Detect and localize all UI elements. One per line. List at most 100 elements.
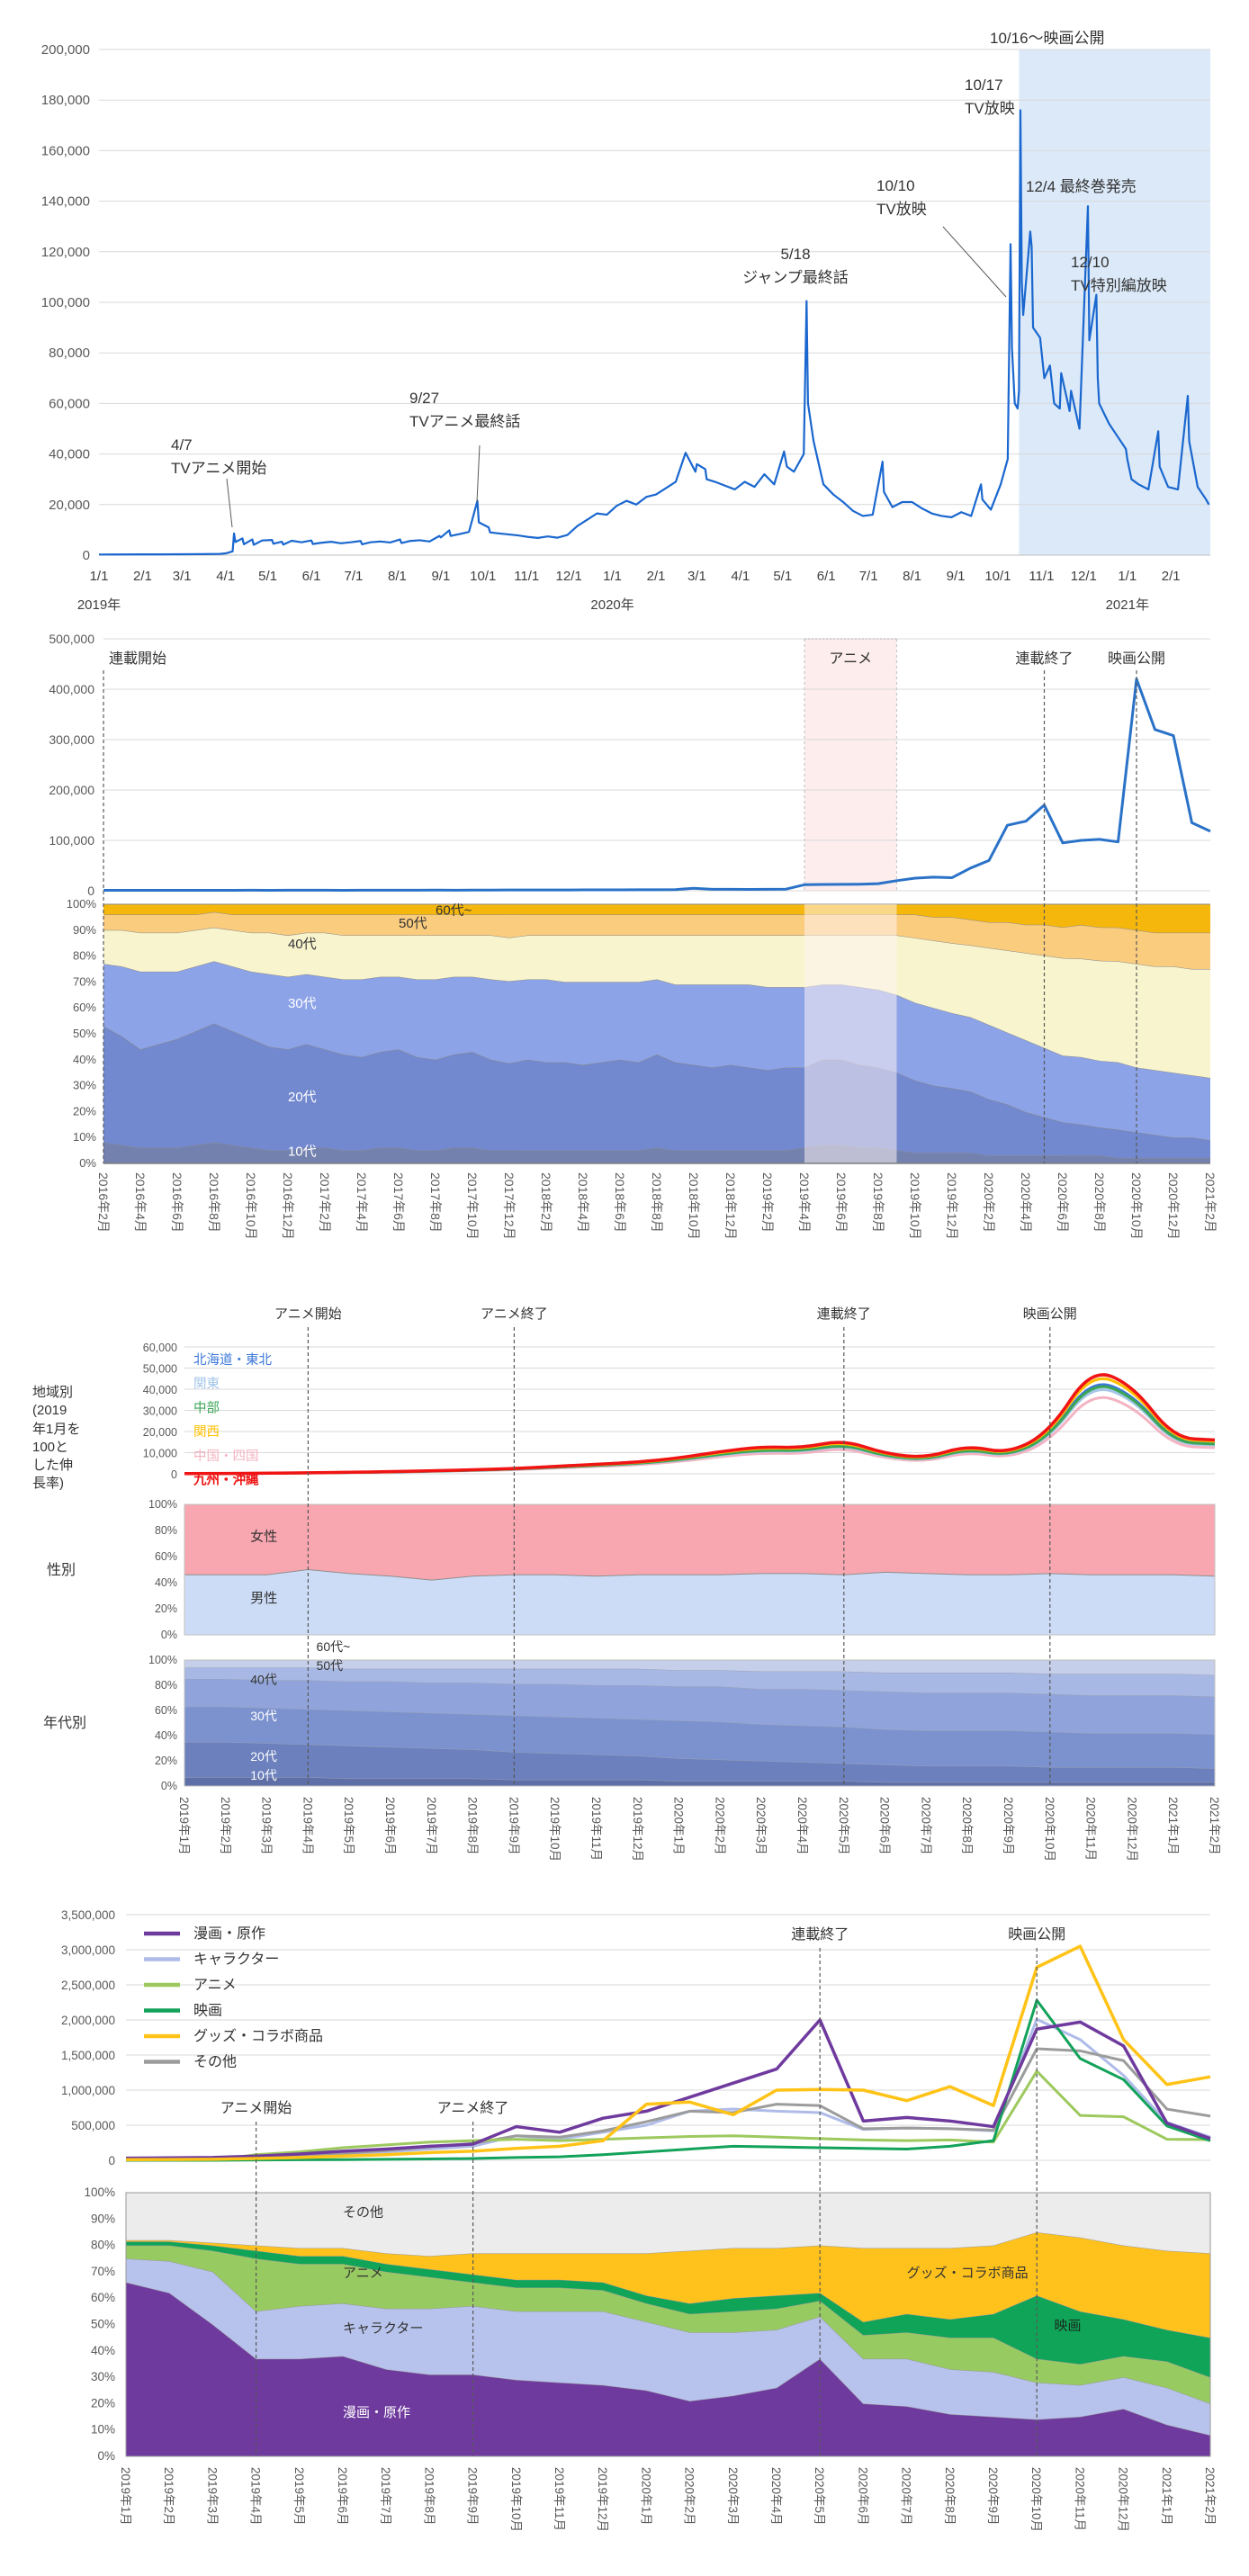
y-axis-label: 60,000 [49, 396, 90, 411]
area-band-20代 [184, 1742, 1215, 1782]
y-axis-label: 160,000 [41, 143, 90, 158]
x-axis-label: 2020年6月 [878, 1797, 892, 1855]
y-axis-label: 100% [67, 897, 97, 911]
y-axis-label: 10% [91, 2423, 115, 2437]
area-band-60代~ [103, 904, 1210, 933]
band-inner-label: 30代 [250, 1709, 277, 1723]
y-axis-label: 50,000 [143, 1363, 177, 1376]
y-axis-label: 100,000 [49, 833, 94, 848]
x-axis-label: 9/1 [431, 569, 450, 584]
area-band-10代 [184, 1777, 1215, 1786]
y-axis-label: 40,000 [143, 1384, 177, 1396]
x-axis-label: 2020年9月 [1002, 1797, 1015, 1855]
age-axis-title: 年代別 [43, 1716, 87, 1731]
y-axis-label: 30,000 [143, 1405, 177, 1418]
y-axis-label: 70% [73, 974, 96, 988]
x-axis-label: 2019年2月 [162, 2467, 175, 2526]
event-label: 映画公開 [1008, 1926, 1065, 1943]
x-axis-label: 2018年12月 [723, 1172, 738, 1240]
x-axis-label: 2020年8月 [960, 1797, 974, 1855]
x-axis-label: 11/1 [1029, 569, 1054, 584]
category-line-グッズ・コラボ商品 [125, 1944, 1211, 2161]
y-axis-label: 20,000 [49, 498, 90, 513]
y-axis-label: 100% [148, 1498, 177, 1511]
band-inner-label: 映画 [1054, 2318, 1081, 2333]
x-axis-label: 2020年4月 [1019, 1172, 1033, 1233]
daily-trend-section: 0 20,000 40,000 60,000 80,000 100,000 120,000 1… [0, 0, 1249, 621]
event-label: 映画公開 [1023, 1306, 1077, 1322]
x-axis-label: 2020年2月 [683, 2467, 696, 2526]
y-axis-label: 1,000,000 [61, 2084, 115, 2097]
x-axis-label: 12/1 [1071, 569, 1097, 584]
x-axis-label: 9/1 [947, 569, 966, 584]
x-axis-label: 2016年10月 [244, 1172, 258, 1240]
y-axis-label: 3,000,000 [61, 1943, 115, 1957]
x-axis-label: 2016年2月 [96, 1172, 111, 1233]
annotation-leader [476, 444, 481, 503]
band-inner-label: 20代 [250, 1749, 277, 1764]
x-axis-label: 10/1 [470, 569, 496, 584]
x-axis-label: 2016年6月 [170, 1172, 184, 1233]
x-axis-label: 2020年7月 [900, 2467, 913, 2526]
cumulative-and-age-section: 0 100,000 200,000 300,000 400,000 500,000 アニメ 0… [0, 621, 1249, 1287]
x-axis-label: 2021年1月 [1166, 1797, 1180, 1855]
x-axis-label: 2020年11月 [1073, 2467, 1086, 2531]
band-inner-label: 40代 [250, 1673, 277, 1687]
legend-item: 関東 [193, 1377, 220, 1392]
x-axis-label: 2020年4月 [795, 1797, 809, 1855]
y-axis-label: 100% [84, 2186, 115, 2199]
gender-axis-title: 性別 [47, 1563, 76, 1578]
x-axis-label: 5/1 [773, 569, 792, 584]
annotation: 12/4 最終巻発売 [1026, 178, 1137, 195]
y-axis-label: 60% [73, 1001, 96, 1014]
band-inner-label: 50代 [317, 1658, 344, 1673]
y-axis-label: 80,000 [49, 346, 90, 361]
x-axis-label: 2020年8月 [1092, 1172, 1107, 1233]
band-inner-label: グッズ・コラボ商品 [907, 2266, 1029, 2281]
x-axis-label: 2016年12月 [281, 1172, 295, 1240]
y-axis-label: 20% [155, 1602, 177, 1615]
x-axis-label: 10/1 [984, 569, 1011, 584]
y-axis-label: 40% [91, 2344, 115, 2357]
band-inner-label: 50代 [399, 916, 427, 931]
band-inner-label: 漫画・原作 [343, 2405, 410, 2420]
x-axis-label: 2020年7月 [919, 1797, 932, 1855]
area-band-その他 [126, 2193, 1210, 2257]
legend-item: 北海道・東北 [193, 1352, 272, 1368]
x-axis-label: 2020年4月 [769, 2467, 783, 2526]
area-band-グッズ・コラボ商品 [126, 2231, 1210, 2338]
x-axis-label: 2019年11月 [553, 2467, 566, 2531]
y-axis-label: 60% [91, 2291, 115, 2304]
annotation-leader [942, 226, 1007, 298]
area-band-60代~ [184, 1660, 1215, 1675]
y-axis-label: 140,000 [41, 194, 90, 210]
region-line-中部 [184, 1385, 1216, 1476]
x-axis-label: 2019年5月 [292, 2467, 306, 2526]
category-line-アニメ [126, 2069, 1211, 2162]
annotation-leader [226, 478, 233, 528]
y-axis-label: 200,000 [49, 783, 94, 797]
x-axis-label: 7/1 [345, 569, 364, 584]
x-axis-label: 2019年10月 [548, 1797, 562, 1862]
x-axis-label: 2020年10月 [1043, 1797, 1056, 1862]
x-axis-label: 2020年6月 [856, 2467, 869, 2526]
legend-item: 関西 [193, 1425, 220, 1440]
band-inner-label: アニメ [343, 2266, 383, 2281]
x-axis-label: 2016年8月 [207, 1172, 221, 1233]
x-axis-label: 2020年3月 [726, 2467, 740, 2526]
annotation: 4/7 [171, 436, 193, 453]
area-band-キャラクター [126, 2258, 1210, 2436]
y-axis-label: 500,000 [49, 632, 94, 646]
x-axis-label: 2019年8月 [466, 1797, 480, 1855]
x-axis-label: 2020年11月 [1084, 1797, 1098, 1861]
x-axis-label: 2/1 [133, 569, 152, 584]
region-gender-age-section: 0 10,000 20,000 30,000 40,000 50,000 60,000 北海道… [0, 1287, 1249, 1898]
x-axis-label: 2019年11月 [589, 1797, 603, 1861]
event-label: 連載終了 [1015, 651, 1073, 667]
x-axis-label: 2021年1月 [1160, 2467, 1173, 2526]
x-axis-label: 2019年12月 [596, 2467, 609, 2532]
area-band-40代 [103, 927, 1210, 1078]
x-axis-label: 2019年6月 [834, 1172, 849, 1233]
x-axis-label: 2019年4月 [301, 1797, 314, 1855]
x-axis-label: 2019年5月 [342, 1797, 355, 1855]
